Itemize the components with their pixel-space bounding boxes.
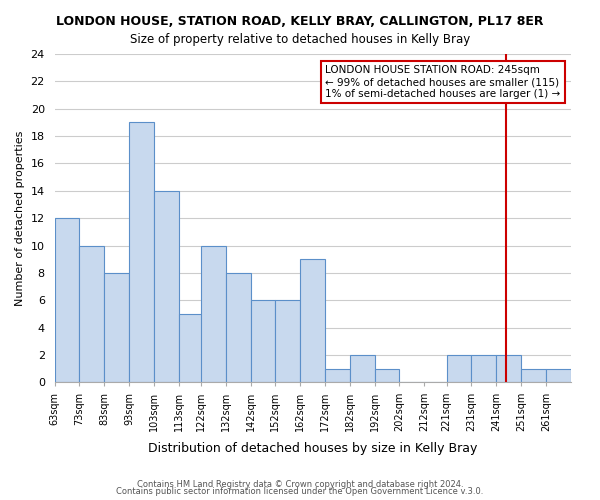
Y-axis label: Number of detached properties: Number of detached properties (15, 130, 25, 306)
Bar (521, 369, 546, 382)
Text: LONDON HOUSE STATION ROAD: 245sqm
← 99% of detached houses are smaller (115)
1% : LONDON HOUSE STATION ROAD: 245sqm ← 99% … (325, 66, 561, 98)
Bar (275, 300, 300, 382)
Text: Size of property relative to detached houses in Kelly Bray: Size of property relative to detached ho… (130, 32, 470, 46)
Text: Contains HM Land Registry data © Crown copyright and database right 2024.: Contains HM Land Registry data © Crown c… (137, 480, 463, 489)
X-axis label: Distribution of detached houses by size in Kelly Bray: Distribution of detached houses by size … (148, 442, 477, 455)
Bar (546, 369, 571, 382)
Bar (154, 191, 179, 382)
Bar (374, 369, 400, 382)
Bar (325, 369, 350, 382)
Bar (104, 273, 129, 382)
Bar (251, 300, 275, 382)
Bar (300, 260, 325, 382)
Text: LONDON HOUSE, STATION ROAD, KELLY BRAY, CALLINGTON, PL17 8ER: LONDON HOUSE, STATION ROAD, KELLY BRAY, … (56, 15, 544, 28)
Bar (179, 314, 203, 382)
Bar (201, 246, 226, 382)
Bar (79, 246, 104, 382)
Bar (472, 355, 496, 382)
Bar (226, 273, 251, 382)
Text: Contains public sector information licensed under the Open Government Licence v.: Contains public sector information licen… (116, 487, 484, 496)
Bar (129, 122, 154, 382)
Bar (350, 355, 374, 382)
Bar (446, 355, 472, 382)
Bar (496, 355, 521, 382)
Bar (55, 218, 79, 382)
